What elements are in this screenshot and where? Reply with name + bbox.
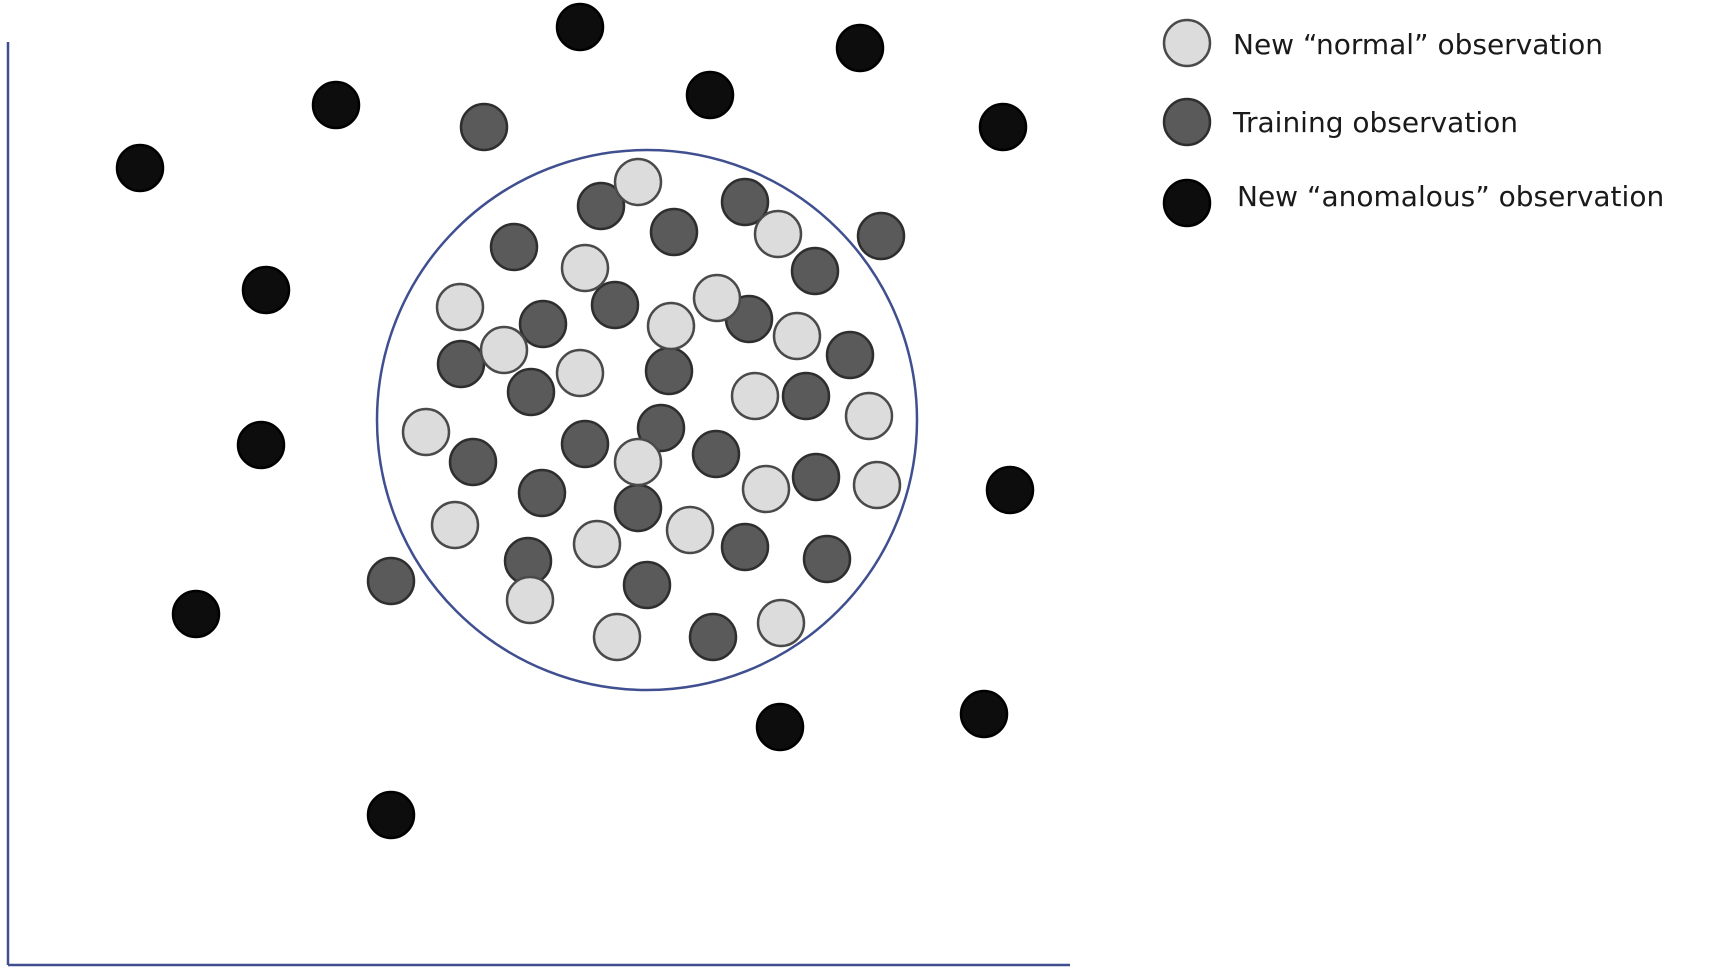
training-observation-point (590, 280, 640, 330)
normal-observation-point (555, 348, 605, 398)
anomalous-observation-point (978, 102, 1028, 152)
training-observation-point (720, 522, 770, 572)
training-observation-point (691, 429, 741, 479)
normal-observation-point (479, 325, 529, 375)
training-observation-point (856, 211, 906, 261)
legend-normal-label: New “normal” observation (1233, 28, 1603, 61)
training-observation-point (802, 534, 852, 584)
training-observation-point (720, 177, 770, 227)
normal-observation-point (844, 391, 894, 441)
observations-group (115, 2, 1035, 840)
normal-observation-point (772, 311, 822, 361)
training-observation-point (622, 560, 672, 610)
legend-item-training: Training observation (1162, 97, 1518, 147)
normal-observation-point (572, 519, 622, 569)
anomalous-observation-point (685, 70, 735, 120)
decision-boundary-circle (375, 148, 919, 692)
normal-observation-point (435, 282, 485, 332)
legend-normal-marker (1162, 18, 1212, 68)
legend-anomalous-marker (1162, 178, 1212, 228)
anomalous-observation-point (835, 23, 885, 73)
training-observation-point (436, 339, 486, 389)
training-observation-point (489, 222, 539, 272)
training-observation-point (825, 330, 875, 380)
anomalous-observation-point (366, 790, 416, 840)
training-observation-point (459, 102, 509, 152)
anomalous-observation-point (115, 143, 165, 193)
training-observation-point (517, 468, 567, 518)
training-observation-point (688, 612, 738, 662)
normal-observation-point (753, 209, 803, 259)
normal-observation-point (430, 500, 480, 550)
legend-training-marker (1162, 97, 1212, 147)
anomalous-observation-point (311, 80, 361, 130)
legend-anomalous-label: New “anomalous” observation (1237, 180, 1664, 213)
anomalous-observation-point (236, 420, 286, 470)
training-observation-point (448, 437, 498, 487)
normal-observation-point (730, 371, 780, 421)
training-observation-point (649, 207, 699, 257)
training-observation-point (781, 371, 831, 421)
normal-observation-point (852, 460, 902, 510)
normal-observation-point (560, 243, 610, 293)
anomalous-observation-point (985, 465, 1035, 515)
training-observation-point (613, 483, 663, 533)
normal-observation-point (756, 598, 806, 648)
training-observation-point (506, 367, 556, 417)
normal-observation-point (692, 273, 742, 323)
normal-observation-point (741, 464, 791, 514)
legend-training-label: Training observation (1232, 106, 1518, 139)
training-observation-point (518, 299, 568, 349)
normal-observation-point (646, 301, 696, 351)
training-observation-point (366, 556, 416, 606)
anomalous-observation-point (171, 589, 221, 639)
normal-observation-point (665, 505, 715, 555)
normal-observation-point (613, 157, 663, 207)
training-observation-point (790, 246, 840, 296)
training-observation-point (644, 346, 694, 396)
legend: New “normal” observation Training observ… (1162, 18, 1664, 228)
training-observation-point (560, 419, 610, 469)
training-observation-point (576, 181, 626, 231)
normal-observation-point (592, 612, 642, 662)
normal-observation-point (401, 407, 451, 457)
anomalous-observation-point (555, 2, 605, 52)
legend-item-anomalous: New “anomalous” observation (1162, 178, 1664, 228)
training-observation-point (791, 452, 841, 502)
anomalous-observation-point (959, 689, 1009, 739)
anomalous-observation-point (755, 702, 805, 752)
normal-observation-point (613, 437, 663, 487)
training-observation-point (636, 403, 686, 453)
legend-item-normal: New “normal” observation (1162, 18, 1603, 68)
anomalous-observation-point (241, 265, 291, 315)
normal-observation-point (505, 575, 555, 625)
